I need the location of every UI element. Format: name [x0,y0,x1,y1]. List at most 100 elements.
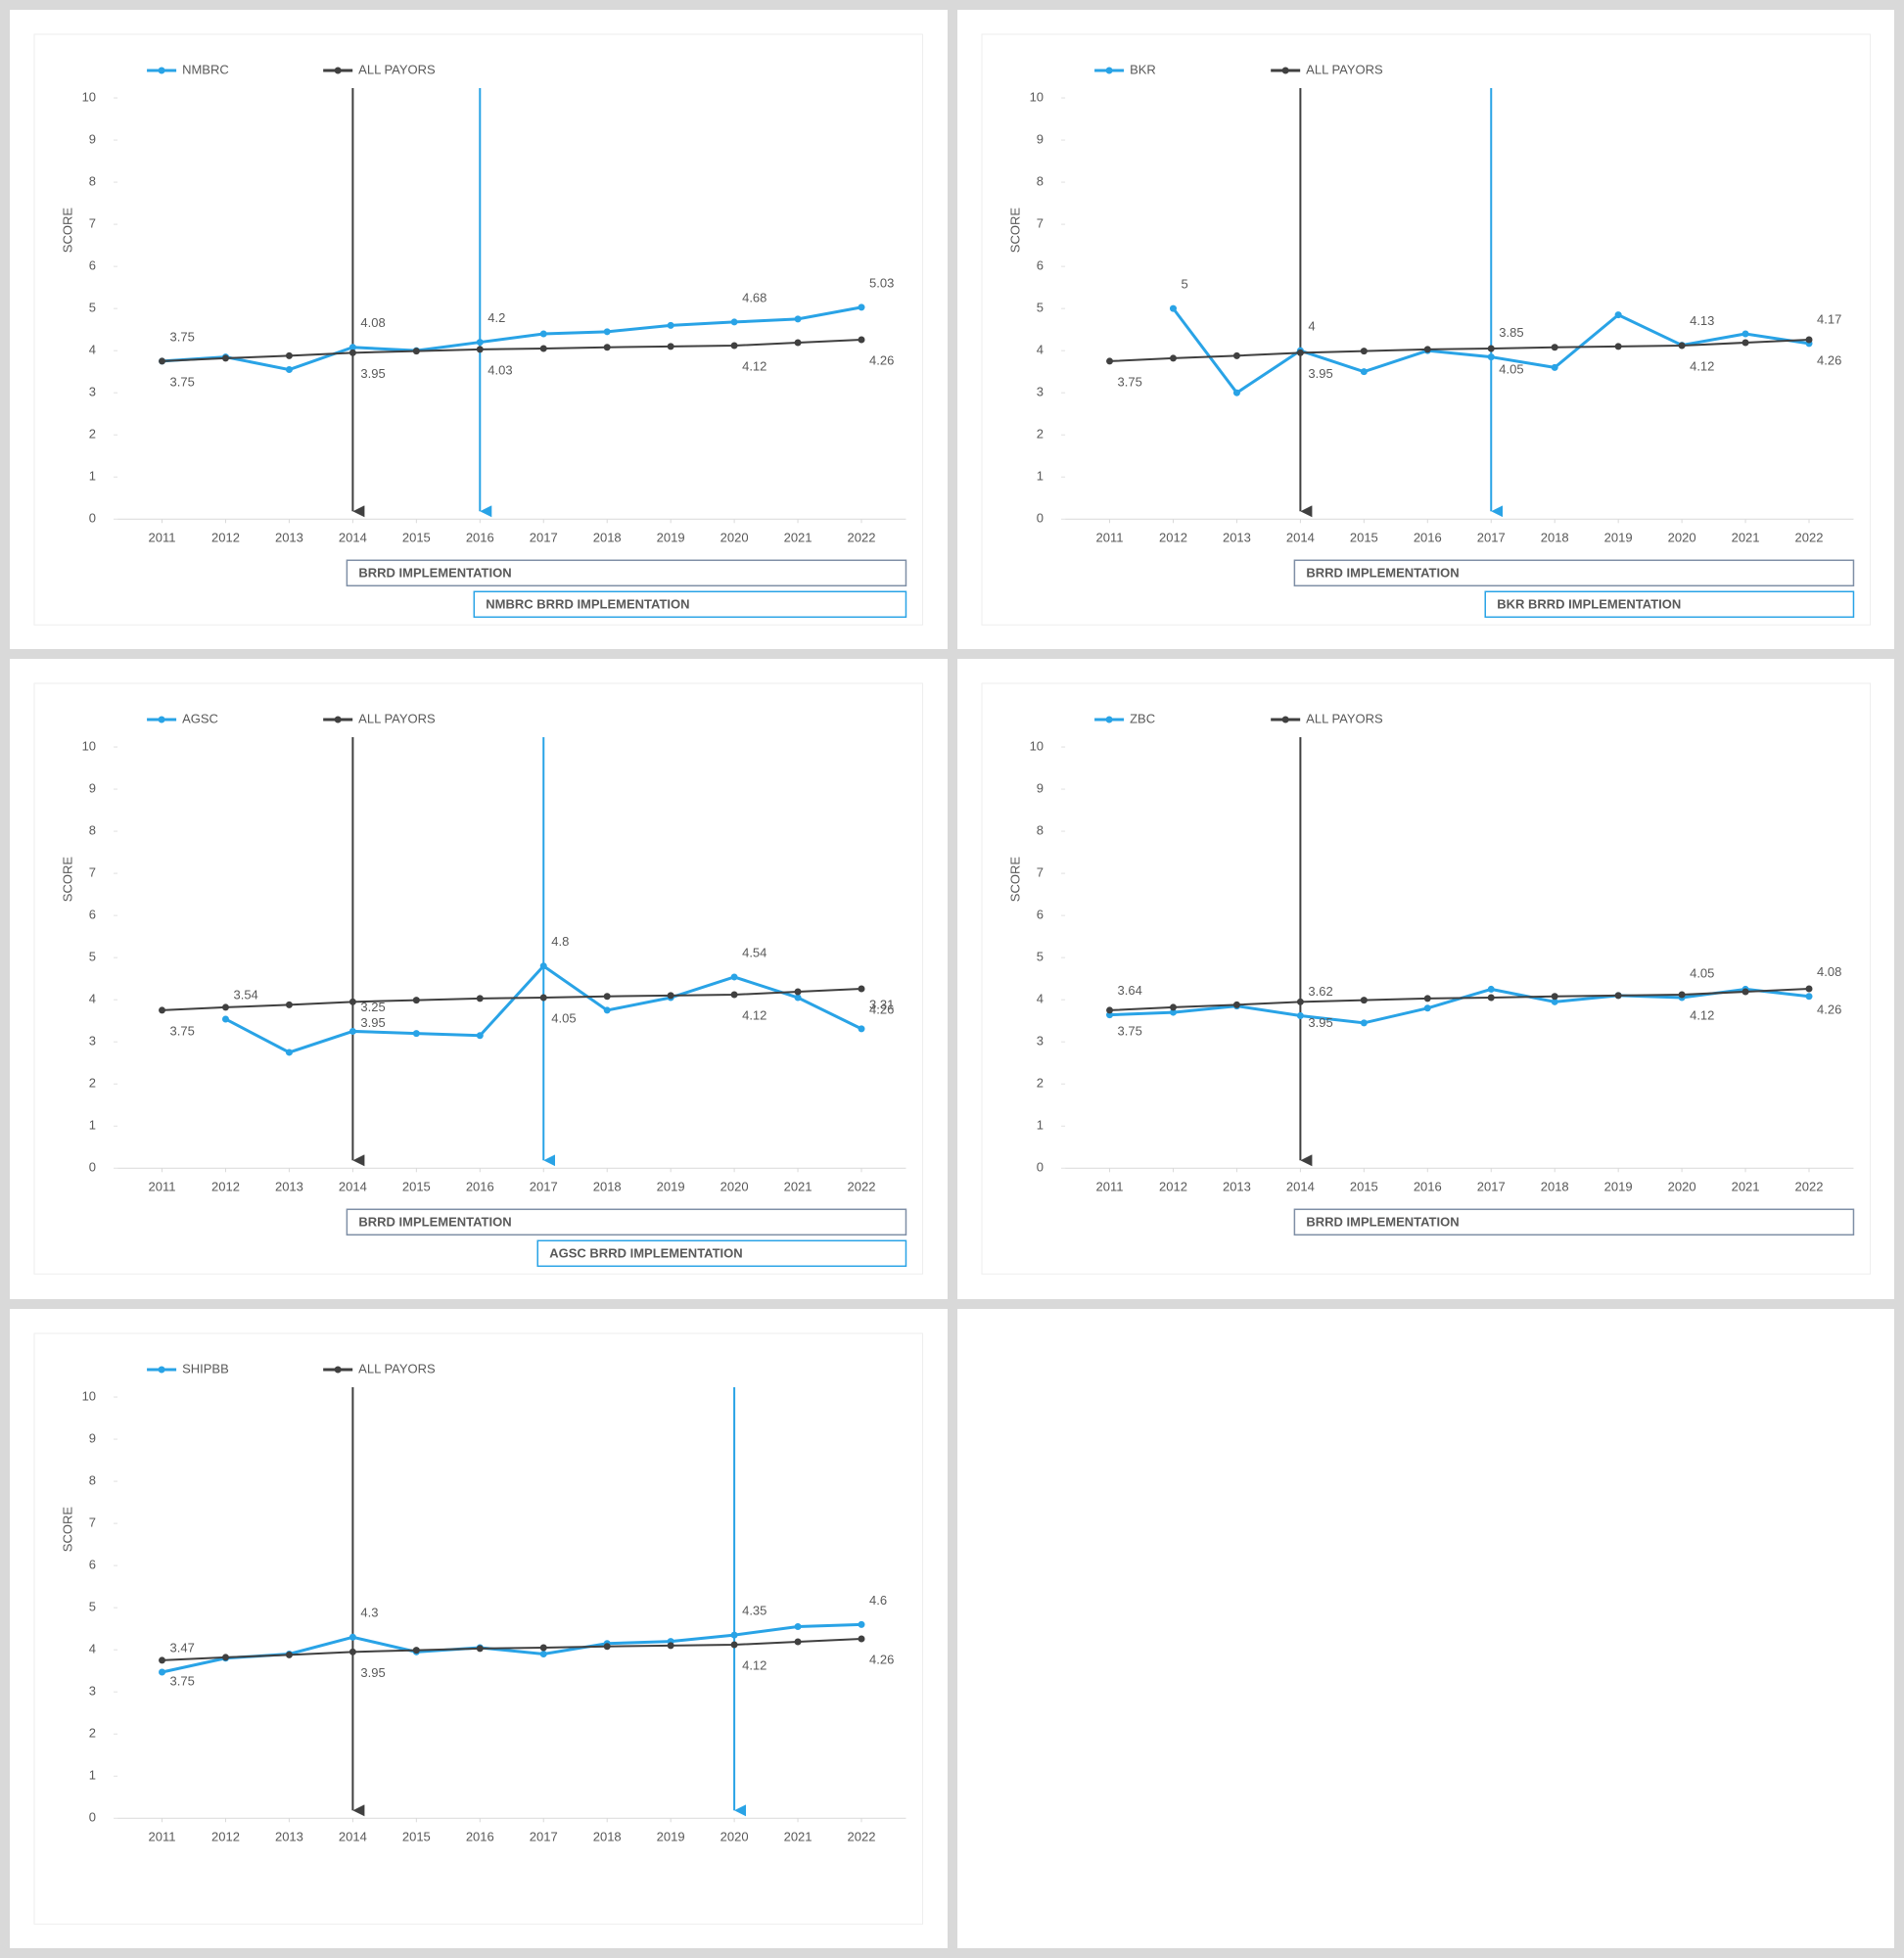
data-label: 4.2 [488,310,505,325]
y-axis-title: SCORE [1007,208,1022,254]
point [1423,1004,1431,1012]
point [730,973,738,981]
point [730,1641,738,1649]
point [285,1049,293,1056]
x-tick-label: 2014 [1285,531,1314,545]
y-tick-label: 7 [1036,865,1043,880]
y-tick-label: 3 [89,1683,96,1698]
x-tick-label: 2019 [657,1180,685,1194]
y-tick-label: 3 [1036,1034,1043,1049]
y-tick-label: 0 [1036,511,1043,526]
legend-label: ZBC [1130,712,1155,726]
point [730,1631,738,1639]
point [285,351,293,359]
panel: SCORE 0 1 2 3 4 5 6 7 8 9 10 2011 2012 2013 2014 2015 201… [956,659,1894,1299]
data-label: 4.3 [360,1605,378,1619]
data-label: 3.95 [1308,366,1332,381]
point [603,328,611,336]
y-tick-label: 9 [1036,132,1043,147]
x-tick-label: 2012 [211,531,240,545]
x-tick-label: 2011 [149,1180,176,1194]
point [159,1006,166,1014]
point [412,1646,420,1654]
data-label: 3.75 [1117,374,1141,389]
x-tick-label: 2013 [275,1180,303,1194]
data-label: 4.13 [1690,313,1714,328]
data-label: 3.85 [1499,325,1523,340]
data-label: 4.26 [1817,352,1841,367]
x-tick-label: 2016 [466,531,494,545]
legend-label: BKR [1130,62,1156,76]
data-label: 3.75 [170,374,195,389]
series-line [162,338,862,362]
y-tick-label: 7 [89,216,96,231]
x-tick-label: 2011 [1095,531,1123,545]
chart: SCORE 0 1 2 3 4 5 6 7 8 9 10 2011 2012 2013 2014 2015 201… [33,682,923,1276]
x-tick-label: 2018 [593,1180,622,1194]
point [348,1633,356,1641]
point [476,346,484,353]
x-tick-label: 2021 [784,1180,813,1194]
x-tick-label: 2018 [1540,531,1568,545]
data-label: 4.17 [1817,311,1841,326]
x-tick-label: 2014 [339,1180,367,1194]
point [858,1620,865,1628]
y-tick-label: 5 [1036,301,1043,315]
point [539,994,547,1002]
x-tick-label: 2012 [1159,1180,1187,1194]
annotation-box [346,1208,907,1236]
x-tick-label: 2013 [1222,1180,1250,1194]
point [159,357,166,365]
series-line [162,305,862,372]
y-axis-title: SCORE [60,208,74,254]
point [1487,353,1495,361]
legend-marker [158,1366,165,1374]
y-tick-label: 2 [1036,1076,1043,1091]
y-tick-label: 2 [89,1725,96,1740]
point [667,1642,674,1650]
y-axis-title: SCORE [60,1506,74,1552]
data-label: 4.08 [1817,964,1841,979]
point [858,303,865,311]
point [1360,368,1368,376]
series-line [162,988,862,1012]
x-tick-label: 2014 [339,531,367,545]
annotation-box [346,559,907,587]
x-tick-label: 2020 [720,1180,749,1194]
legend-label: ALL PAYORS [1306,62,1383,76]
y-tick-label: 6 [1036,258,1043,273]
point [1614,343,1622,350]
y-tick-label: 9 [89,132,96,147]
point [285,1002,293,1009]
y-tick-label: 1 [89,1118,96,1133]
point [667,343,674,350]
legend-marker [1105,716,1113,723]
data-label: 4.05 [1690,966,1714,981]
point [1360,348,1368,355]
point [539,962,547,970]
point [794,994,802,1002]
point [1232,389,1240,396]
data-label: 4.26 [869,1002,894,1017]
y-tick-label: 2 [89,1076,96,1091]
y-tick-label: 4 [1036,992,1043,1006]
y-tick-label: 8 [89,1472,96,1487]
y-axis-title: SCORE [1007,857,1022,903]
chart-frame [33,682,923,1276]
x-tick-label: 2020 [1667,1180,1695,1194]
x-tick-label: 2014 [339,1829,367,1843]
point [1805,336,1813,344]
point [221,1015,229,1023]
panel: SCORE 0 1 2 3 4 5 6 7 8 9 10 2011 2012 2013 2014 2015 201… [956,10,1894,650]
y-tick-label: 10 [1029,89,1043,104]
legend-marker [158,67,165,74]
x-tick-label: 2017 [530,531,558,545]
point [539,1644,547,1652]
chart-frame [33,33,923,626]
point [348,999,356,1006]
point [1551,999,1558,1006]
data-label: 4.26 [869,352,894,367]
x-tick-label: 2022 [1794,531,1823,545]
data-label: 3.95 [360,1015,385,1030]
point [730,318,738,326]
